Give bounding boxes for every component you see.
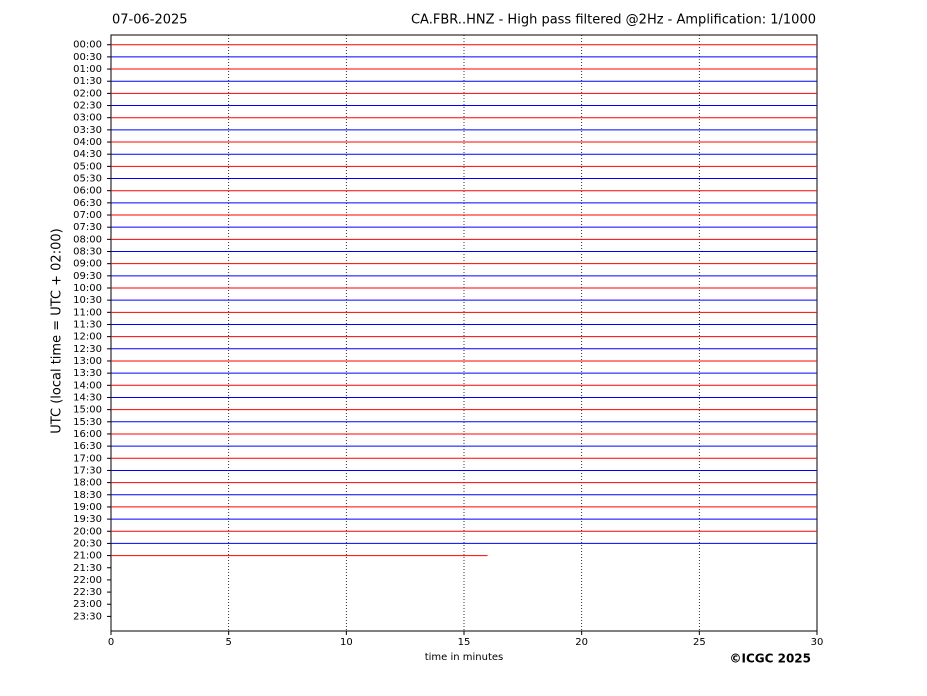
- y-tick-label: 16:00: [73, 429, 102, 440]
- y-tick-label: 10:30: [73, 295, 102, 306]
- y-tick-label: 05:00: [73, 161, 102, 172]
- y-tick-label: 10:00: [73, 283, 102, 294]
- y-tick-label: 18:00: [73, 478, 102, 489]
- y-tick-label: 17:00: [73, 453, 102, 464]
- x-tick-label: 25: [693, 637, 706, 648]
- y-tick-label: 03:30: [73, 125, 102, 136]
- y-tick-label: 01:00: [73, 64, 102, 75]
- y-tick-label: 02:00: [73, 88, 102, 99]
- y-tick-label: 22:30: [73, 587, 102, 598]
- x-tick-label: 10: [340, 637, 353, 648]
- chart-title: CA.FBR..HNZ - High pass filtered @2Hz - …: [411, 13, 816, 28]
- y-tick-label: 12:00: [73, 332, 102, 343]
- y-tick-label: 11:30: [73, 319, 102, 330]
- y-tick-label: 16:30: [73, 441, 102, 452]
- x-tick-label: 20: [575, 637, 588, 648]
- x-axis-label: time in minutes: [425, 652, 504, 663]
- x-tick-label: 30: [811, 637, 824, 648]
- y-tick-label: 19:30: [73, 514, 102, 525]
- y-tick-label: 12:30: [73, 344, 102, 355]
- x-tick-label: 0: [108, 637, 114, 648]
- y-tick-label: 11:00: [73, 307, 102, 318]
- y-tick-label: 00:00: [73, 40, 102, 51]
- y-tick-label: 06:00: [73, 186, 102, 197]
- y-tick-label: 21:00: [73, 551, 102, 562]
- y-tick-label: 18:30: [73, 490, 102, 501]
- y-tick-label: 00:30: [73, 52, 102, 63]
- y-tick-label: 20:00: [73, 526, 102, 537]
- y-tick-label: 13:30: [73, 368, 102, 379]
- y-tick-label: 14:00: [73, 380, 102, 391]
- y-tick-label: 19:00: [73, 502, 102, 513]
- y-tick-label: 15:00: [73, 405, 102, 416]
- y-tick-label: 21:30: [73, 563, 102, 574]
- y-tick-label: 08:00: [73, 234, 102, 245]
- y-tick-label: 23:30: [73, 611, 102, 622]
- y-tick-label: 03:00: [73, 113, 102, 124]
- y-tick-label: 14:30: [73, 392, 102, 403]
- copyright: ©ICGC 2025: [729, 652, 811, 666]
- x-tick-label: 5: [225, 637, 231, 648]
- y-tick-label: 05:30: [73, 174, 102, 185]
- x-tick-label: 15: [458, 637, 471, 648]
- y-tick-label: 06:30: [73, 198, 102, 209]
- y-tick-label: 08:30: [73, 247, 102, 258]
- y-tick-label: 15:30: [73, 417, 102, 428]
- y-tick-label: 09:00: [73, 259, 102, 270]
- y-axis-label: UTC (local time = UTC + 02:00): [50, 228, 65, 433]
- y-tick-label: 13:00: [73, 356, 102, 367]
- y-tick-label: 07:00: [73, 210, 102, 221]
- y-tick-label: 07:30: [73, 222, 102, 233]
- chart-date: 07-06-2025: [112, 13, 188, 28]
- y-tick-label: 04:00: [73, 137, 102, 148]
- y-tick-label: 04:30: [73, 149, 102, 160]
- y-tick-label: 22:00: [73, 575, 102, 586]
- y-tick-label: 09:30: [73, 271, 102, 282]
- y-tick-label: 20:30: [73, 538, 102, 549]
- y-tick-label: 17:30: [73, 465, 102, 476]
- y-tick-label: 02:30: [73, 101, 102, 112]
- y-tick-label: 01:30: [73, 76, 102, 87]
- y-tick-label: 23:00: [73, 599, 102, 610]
